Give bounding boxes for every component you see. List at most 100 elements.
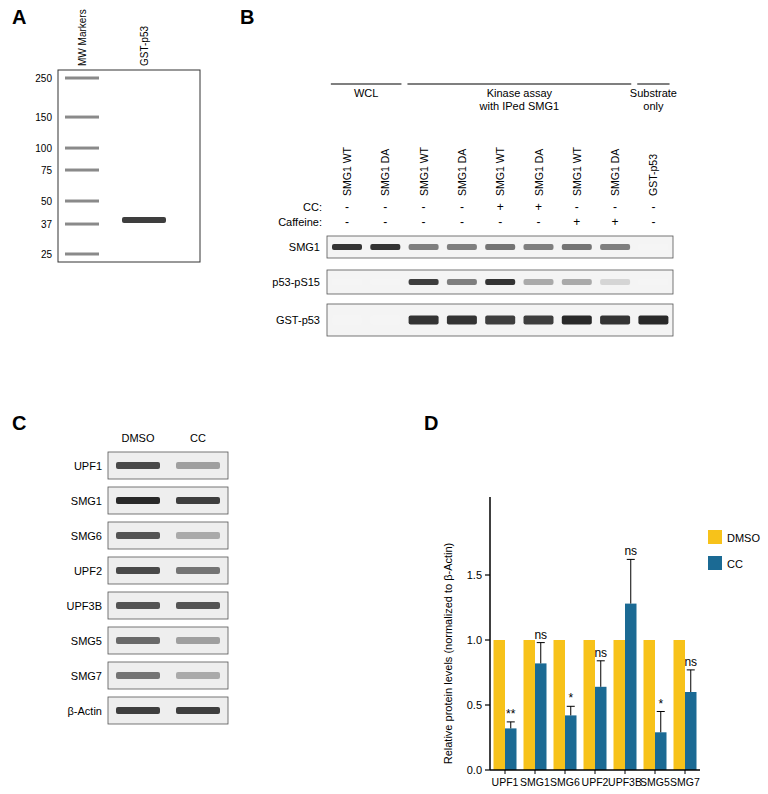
blot-band [638,316,668,325]
blot-band [485,244,515,250]
blot-frame [108,487,228,514]
bar [595,687,607,770]
error-cap [687,669,695,670]
bar [674,640,686,770]
error-cap [627,559,635,560]
bar [644,640,656,770]
marker-label: 25 [41,249,53,260]
error-stem [600,661,601,687]
treatment-sign: - [422,215,426,229]
treatment-sign: + [612,215,619,229]
blot-frame [108,592,228,619]
blot-band [116,707,160,714]
blot-band [638,244,668,250]
marker-label: 150 [35,112,52,123]
marker-band [65,223,99,226]
group-label: Substrate [630,87,677,99]
legend-swatch [708,556,722,570]
error-cap [657,711,665,712]
blot-label: UPF3B [67,600,102,612]
blot-label: UPF2 [74,565,102,577]
blot-frame [108,697,228,724]
bar [655,732,667,770]
blot-band [176,672,220,679]
treatment-sign: + [497,200,504,214]
bar [554,640,566,770]
lane-label: GST-p53 [139,26,150,66]
x-tick-label: UPF2 [582,776,609,788]
blot-band [485,316,515,325]
treatment-sign: - [345,215,349,229]
blot-frame [108,662,228,689]
marker-band [65,169,99,172]
marker-band [65,116,99,119]
treatment-sign: - [651,215,655,229]
panel-label: A [12,6,26,28]
error-stem [570,706,571,715]
legend-label: CC [727,558,743,570]
error-cap [507,721,515,722]
y-tick-label: 1.0 [467,634,482,646]
blot-frame [108,557,228,584]
blot-band [562,244,592,250]
chart: **ns*nsns*ns0.00.51.01.5UPF1SMG1SMG6UPF2… [442,497,760,788]
blot-band [562,316,592,325]
blot-frame [327,236,673,258]
blot-band [600,279,630,285]
error-bar [507,722,515,729]
blot-band [370,244,400,250]
panel-label: C [12,412,26,434]
blot-band [116,567,160,574]
marker-label: 50 [41,196,53,207]
bar [625,604,637,770]
y-tick-label: 1.5 [467,569,482,581]
bar [584,640,596,770]
treatment-label: CC: [303,201,322,213]
lane-label: SMG1 DA [379,149,391,196]
significance: ns [684,655,697,669]
x-tick [595,770,596,774]
error-bar [567,706,575,715]
treatment-sign: - [383,215,387,229]
error-cap [567,706,575,707]
error-cap [537,642,545,643]
lane-label: SMG1 DA [456,149,468,196]
blot-band [176,602,220,609]
group-label: Kinase assay [487,87,553,99]
blot-band [447,244,477,250]
blot-band [370,316,400,325]
lane-label: SMG1 WT [571,146,583,196]
lane-label: MW Markers [77,9,88,66]
significance: ns [594,646,607,660]
blot-frame [108,452,228,479]
y-tick [485,574,490,575]
blot-band [116,637,160,644]
treatment-sign: - [575,200,579,214]
panel-label: D [424,412,438,434]
bar [685,692,697,770]
x-tick-label: SMG6 [550,776,580,788]
blot-label: UPF1 [74,460,102,472]
blot-band [524,244,554,250]
x-tick [685,770,686,774]
marker-label: 37 [41,219,53,230]
treatment-sign: + [573,215,580,229]
x-tick-label: UPF1 [492,776,519,788]
y-tick-label: 0.5 [467,699,482,711]
group-label: WCL [354,87,378,99]
column-label: CC [190,432,206,444]
group-label: only [643,100,664,112]
protein-band [122,217,166,223]
lane-label: GST-p53 [647,154,659,196]
figure: AMW MarkersGST-p5325015010075503725BWCLK… [0,0,768,794]
marker-label: 75 [41,165,53,176]
error-stem [510,722,511,729]
significance: ** [506,707,516,721]
treatment-sign: - [613,200,617,214]
x-tick [625,770,626,774]
y-axis [489,497,491,770]
blot-band [176,532,220,539]
error-stem [690,670,691,692]
marker-band [65,200,99,203]
x-tick [535,770,536,774]
